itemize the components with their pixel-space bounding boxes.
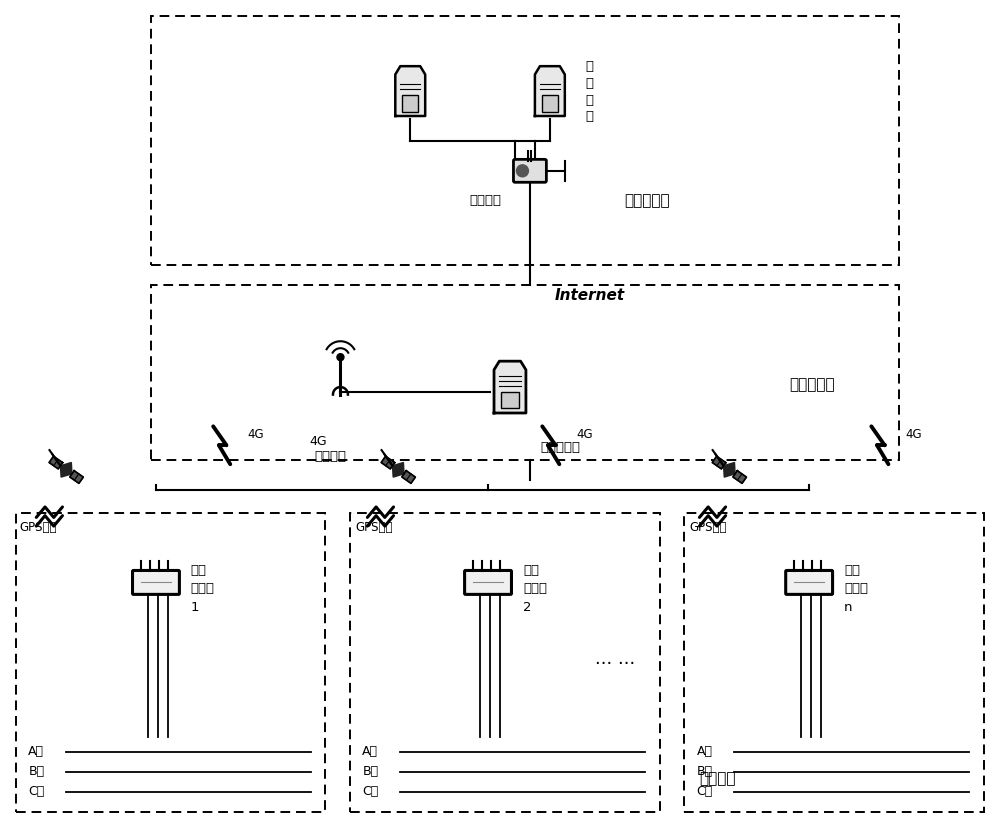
Polygon shape <box>712 456 726 469</box>
Bar <box>402 95 418 112</box>
Text: 计: 计 <box>586 59 594 73</box>
Text: C相: C相 <box>28 785 45 799</box>
Text: 通讯服务器: 通讯服务器 <box>540 441 580 455</box>
Polygon shape <box>60 463 72 477</box>
Polygon shape <box>494 361 526 413</box>
Text: 测试单元: 测试单元 <box>699 771 736 786</box>
Polygon shape <box>49 456 63 469</box>
FancyBboxPatch shape <box>133 570 179 594</box>
FancyBboxPatch shape <box>513 159 546 182</box>
Text: A相: A相 <box>696 745 712 758</box>
Text: 4G: 4G <box>248 428 264 441</box>
FancyBboxPatch shape <box>786 570 833 594</box>
Text: 子单元: 子单元 <box>191 582 215 595</box>
Bar <box>501 392 519 408</box>
Bar <box>684 512 984 812</box>
Text: ... ...: ... ... <box>595 650 635 668</box>
Text: 4G: 4G <box>906 428 922 441</box>
Bar <box>16 512 325 812</box>
Text: B相: B相 <box>696 766 713 778</box>
Text: 测试: 测试 <box>844 564 860 577</box>
Text: 子单元: 子单元 <box>523 582 547 595</box>
Polygon shape <box>724 463 735 477</box>
Text: 中央控制器: 中央控制器 <box>625 193 670 208</box>
Text: GPS对时: GPS对时 <box>689 521 727 534</box>
Text: 单: 单 <box>586 93 594 106</box>
Text: n: n <box>844 601 853 614</box>
Text: 无线网络: 无线网络 <box>314 450 346 464</box>
Text: B相: B相 <box>362 766 379 778</box>
Bar <box>350 512 660 812</box>
Bar <box>151 285 899 460</box>
Text: 测试: 测试 <box>191 564 207 577</box>
Text: 1: 1 <box>191 601 199 614</box>
Text: C相: C相 <box>362 785 379 799</box>
Bar <box>542 95 558 112</box>
Circle shape <box>337 354 344 361</box>
FancyBboxPatch shape <box>465 570 511 594</box>
Text: 集中接收器: 集中接收器 <box>789 378 835 393</box>
Text: 算: 算 <box>586 77 594 90</box>
Polygon shape <box>381 456 395 469</box>
Text: A相: A相 <box>362 745 378 758</box>
Text: Internet: Internet <box>555 288 625 303</box>
Polygon shape <box>402 471 415 483</box>
Polygon shape <box>70 471 83 483</box>
Text: GPS对时: GPS对时 <box>355 521 393 534</box>
Text: 4G: 4G <box>577 428 593 441</box>
Text: A相: A相 <box>28 745 44 758</box>
Text: GPS对时: GPS对时 <box>19 521 57 534</box>
Text: 4G: 4G <box>310 436 327 449</box>
Text: B相: B相 <box>28 766 44 778</box>
Text: 测试: 测试 <box>523 564 539 577</box>
Text: 通讯单元: 通讯单元 <box>469 194 501 207</box>
Text: 2: 2 <box>523 601 531 614</box>
Polygon shape <box>395 66 425 116</box>
Polygon shape <box>733 471 746 483</box>
Text: C相: C相 <box>696 785 713 799</box>
Circle shape <box>516 165 528 177</box>
Polygon shape <box>393 463 404 477</box>
Polygon shape <box>535 66 565 116</box>
Text: 子单元: 子单元 <box>844 582 868 595</box>
Text: 元: 元 <box>586 111 594 124</box>
Bar <box>151 16 899 266</box>
